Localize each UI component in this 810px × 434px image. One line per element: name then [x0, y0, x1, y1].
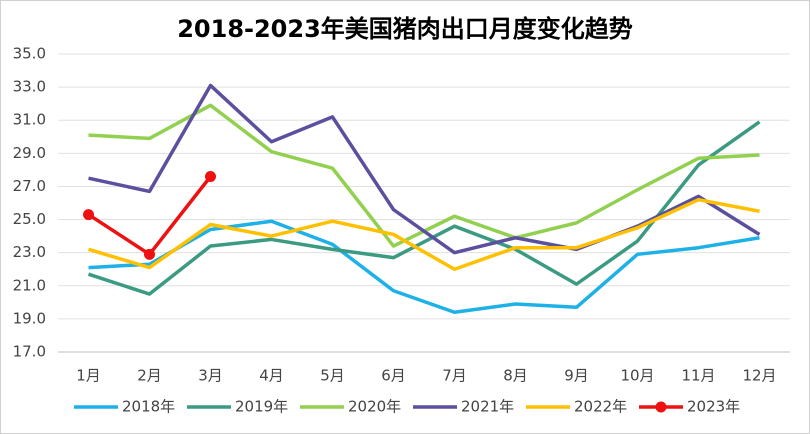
y-tick-label: 17.0 — [13, 343, 46, 361]
x-tick-label: 12月 — [742, 367, 776, 385]
legend-label: 2021年 — [461, 398, 514, 416]
x-tick-label: 4月 — [259, 367, 284, 385]
x-tick-label: 2月 — [137, 367, 162, 385]
point — [205, 171, 216, 183]
x-tick-label: 3月 — [198, 367, 223, 385]
y-tick-label: 19.0 — [13, 309, 46, 327]
x-tick-label: 5月 — [320, 367, 345, 385]
y-tick-label: 23.0 — [13, 243, 46, 261]
x-tick-label: 11月 — [681, 367, 715, 385]
series-line — [88, 83, 761, 255]
legend-label: 2023年 — [687, 398, 740, 416]
series-line — [87, 120, 761, 296]
x-tick-label: 1月 — [76, 367, 101, 385]
legend-label: 2018年 — [122, 398, 175, 416]
legend-label: 2022年 — [574, 398, 627, 416]
chart-title: 2018-2023年美国猪肉出口月度变化趋势 — [177, 15, 633, 43]
y-tick-label: 33.0 — [13, 78, 46, 96]
y-tick-label: 27.0 — [13, 177, 46, 195]
x-tick-label: 8月 — [503, 367, 528, 385]
point — [144, 248, 155, 260]
x-tick-label: 10月 — [620, 367, 654, 385]
y-tick-label: 29.0 — [13, 144, 46, 162]
legend-label: 2019年 — [235, 398, 288, 416]
legend-marker — [655, 401, 667, 413]
series-line — [88, 219, 760, 315]
x-tick-label: 9月 — [564, 367, 589, 385]
y-tick-label: 31.0 — [13, 111, 46, 129]
x-tick-label: 6月 — [381, 367, 406, 385]
y-tick-label: 21.0 — [13, 276, 46, 294]
y-tick-label: 35.0 — [13, 45, 46, 63]
series-line — [87, 197, 760, 271]
x-tick-label: 7月 — [442, 367, 467, 385]
y-tick-label: 25.0 — [13, 210, 46, 228]
legend-label: 2020年 — [348, 398, 401, 416]
point — [83, 209, 94, 221]
